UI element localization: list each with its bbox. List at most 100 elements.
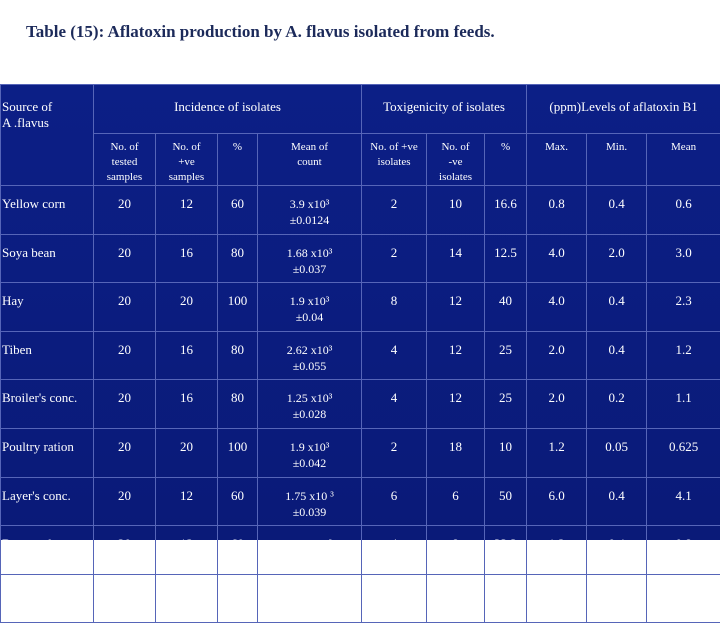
header-positive-samples: No. of +ve samples bbox=[156, 134, 218, 186]
header-neg-iso-line1: No. of bbox=[427, 140, 484, 155]
header-row-groups: Source of A .flavus Incidence of isolate… bbox=[1, 85, 720, 134]
cell-positive-samples: 20 bbox=[156, 283, 218, 332]
cell-positive-isolates: 2 bbox=[362, 186, 427, 235]
cell-positive-samples: 12 bbox=[156, 526, 218, 575]
cell-positive-samples: 20 bbox=[156, 428, 218, 477]
aflatoxin-table: Source of A .flavus Incidence of isolate… bbox=[0, 84, 720, 623]
cell-mean-count: 1.9 x10³±0.04 bbox=[258, 283, 362, 332]
cell-max: 4.0 bbox=[527, 234, 587, 283]
cell-percent: 60 bbox=[218, 186, 258, 235]
cell-source: Broiler's conc. bbox=[1, 380, 94, 429]
header-source-line2: A .flavus bbox=[2, 115, 93, 131]
cell-percent: 80 bbox=[218, 380, 258, 429]
header-tested-samples: No. of tested samples bbox=[94, 134, 156, 186]
cell-mean-count-line: ±0.019 bbox=[258, 552, 361, 568]
cell-mean: 4.1 bbox=[647, 477, 720, 526]
cell-max: 21.1 bbox=[527, 574, 587, 623]
header-source: Source of A .flavus bbox=[1, 85, 94, 186]
cell-max: 1.2 bbox=[527, 428, 587, 477]
cell-positive-samples: 16 bbox=[156, 380, 218, 429]
header-min: Min. bbox=[587, 134, 647, 186]
header-tested-line3: samples bbox=[94, 170, 155, 185]
cell-mean-count-line: 1.58 x10³ bbox=[258, 585, 361, 601]
cell-mean: 13.725 bbox=[647, 574, 720, 623]
cell-positive-isolates: 2 bbox=[362, 428, 427, 477]
cell-mean-count-line: 2.62 x10³ bbox=[258, 342, 361, 358]
cell-negative-isolates: 14 bbox=[427, 234, 485, 283]
cell-percent-toxigenic: 25 bbox=[485, 380, 527, 429]
cell-negative-isolates: 18 bbox=[427, 428, 485, 477]
cell-source-line: Poultry ration bbox=[2, 439, 93, 455]
cell-source-line: Tiben bbox=[2, 342, 93, 358]
cell-negative-isolates: 6 bbox=[427, 477, 485, 526]
cell-mean-count: 3.9 x10³±0.0124 bbox=[258, 186, 362, 235]
cell-mean: 0.625 bbox=[647, 428, 720, 477]
cell-min: 4.05 bbox=[587, 574, 647, 623]
cell-mean-count: 1.25 x10³±0.028 bbox=[258, 380, 362, 429]
cell-mean-count: 1.58 x10³±0.27 bbox=[258, 574, 362, 623]
cell-positive-samples: 16 bbox=[156, 331, 218, 380]
cell-source-line: Total bbox=[2, 585, 93, 601]
cell-percent-toxigenic: 33.3 bbox=[485, 526, 527, 575]
header-mean-count-line1: Mean of bbox=[258, 140, 361, 155]
cell-mean-count-line: ±0.04 bbox=[258, 309, 361, 325]
cell-mean-count-line: 1.25 x10³ bbox=[258, 390, 361, 406]
cell-tested: 20 bbox=[94, 283, 156, 332]
cell-mean-count: 1.68 x10³±0.037 bbox=[258, 234, 362, 283]
cell-source-line: Broiler's conc. bbox=[2, 390, 93, 406]
cell-positive-isolates: 6 bbox=[362, 477, 427, 526]
cell-mean-count-line: ±0.037 bbox=[258, 261, 361, 277]
cell-mean-count-line: 3.9 x10³ bbox=[258, 196, 361, 212]
cell-mean-count: 2.62 x10³±0.055 bbox=[258, 331, 362, 380]
cell-min: 0.4 bbox=[587, 477, 647, 526]
header-pos-line1: No. of bbox=[156, 140, 217, 155]
cell-mean: 1.1 bbox=[647, 380, 720, 429]
cell-mean-count-line: 0.83 x10³ bbox=[258, 536, 361, 552]
cell-source-line: Bone and bbox=[2, 536, 93, 552]
table-title: Table (15): Aflatoxin production by A. f… bbox=[26, 22, 495, 42]
cell-mean: 2.3 bbox=[647, 283, 720, 332]
cell-percent-toxigenic: 10 bbox=[485, 428, 527, 477]
cell-positive-isolates: 32 bbox=[362, 574, 427, 623]
cell-mean-count-line: 1.9 x10³ bbox=[258, 293, 361, 309]
cell-tested: 20 bbox=[94, 331, 156, 380]
cell-positive-isolates: 8 bbox=[362, 283, 427, 332]
cell-percent-toxigenic: 25.8 bbox=[485, 574, 527, 623]
cell-source: Poultry ration bbox=[1, 428, 94, 477]
header-pos-iso-line1: No. of +ve bbox=[362, 140, 426, 155]
header-pos-line2: +ve bbox=[156, 155, 217, 170]
cell-positive-samples: 124 bbox=[156, 574, 218, 623]
header-positive-isolates: No. of +ve isolates bbox=[362, 134, 427, 186]
header-pos-iso-line2: isolates bbox=[362, 155, 426, 170]
cell-mean: 3.0 bbox=[647, 234, 720, 283]
header-source-line1: Source of bbox=[2, 99, 93, 115]
cell-max: 0.8 bbox=[527, 186, 587, 235]
cell-mean-count-line: ±0.27 bbox=[258, 601, 361, 617]
header-tested-line2: tested bbox=[94, 155, 155, 170]
header-mean-count-line2: count bbox=[258, 155, 361, 170]
cell-max: 6.0 bbox=[527, 477, 587, 526]
header-row-columns: No. of tested samples No. of +ve samples… bbox=[1, 134, 720, 186]
slide-title-bar: Table (15): Aflatoxin production by A. f… bbox=[0, 0, 720, 84]
cell-tested: 20 bbox=[94, 477, 156, 526]
cell-negative-isolates: 12 bbox=[427, 380, 485, 429]
cell-source: Total bbox=[1, 574, 94, 623]
cell-mean: 0.8 bbox=[647, 526, 720, 575]
header-toxigenicity: Toxigenicity of isolates bbox=[362, 85, 527, 134]
cell-source-line: meat meals bbox=[2, 552, 93, 568]
cell-max: 4.0 bbox=[527, 283, 587, 332]
header-incidence: Incidence of isolates bbox=[94, 85, 362, 134]
cell-positive-samples: 16 bbox=[156, 234, 218, 283]
cell-positive-isolates: 2 bbox=[362, 234, 427, 283]
cell-max: 1.2 bbox=[527, 526, 587, 575]
cell-positive-samples: 12 bbox=[156, 186, 218, 235]
cell-source: Yellow corn bbox=[1, 186, 94, 235]
cell-min: 0.4 bbox=[587, 331, 647, 380]
cell-mean-count-line: ±0.042 bbox=[258, 455, 361, 471]
cell-tested: 160 bbox=[94, 574, 156, 623]
